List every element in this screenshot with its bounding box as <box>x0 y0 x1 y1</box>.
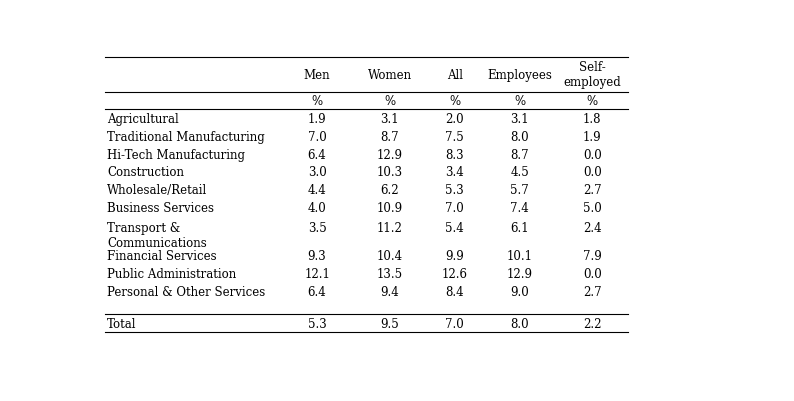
Text: 12.6: 12.6 <box>441 267 468 280</box>
Text: 8.7: 8.7 <box>380 130 399 143</box>
Text: 8.4: 8.4 <box>445 285 464 298</box>
Text: Public Administration: Public Administration <box>107 267 237 280</box>
Text: 2.7: 2.7 <box>583 184 602 197</box>
Text: 2.0: 2.0 <box>445 112 464 125</box>
Text: Construction: Construction <box>107 166 184 179</box>
Text: 0.0: 0.0 <box>583 267 602 280</box>
Text: 1.8: 1.8 <box>583 112 601 125</box>
Text: Self-
employed: Self- employed <box>563 61 621 89</box>
Text: 4.5: 4.5 <box>511 166 529 179</box>
Text: 10.9: 10.9 <box>376 202 403 215</box>
Text: Men: Men <box>304 69 330 82</box>
Text: 10.1: 10.1 <box>507 249 533 262</box>
Text: 10.4: 10.4 <box>376 249 403 262</box>
Text: 7.0: 7.0 <box>445 317 464 330</box>
Text: Financial Services: Financial Services <box>107 249 217 262</box>
Text: 8.3: 8.3 <box>445 148 464 161</box>
Text: %: % <box>449 95 461 108</box>
Text: Personal & Other Services: Personal & Other Services <box>107 285 265 298</box>
Text: 4.4: 4.4 <box>308 184 326 197</box>
Text: Wholesale/Retail: Wholesale/Retail <box>107 184 207 197</box>
Text: 3.5: 3.5 <box>308 221 326 234</box>
Text: Traditional Manufacturing: Traditional Manufacturing <box>107 130 265 143</box>
Text: Agricultural: Agricultural <box>107 112 179 125</box>
Text: Employees: Employees <box>487 69 552 82</box>
Text: 8.7: 8.7 <box>511 148 529 161</box>
Text: 9.0: 9.0 <box>511 285 529 298</box>
Text: 3.0: 3.0 <box>308 166 326 179</box>
Text: 12.9: 12.9 <box>376 148 403 161</box>
Text: 0.0: 0.0 <box>583 148 602 161</box>
Text: All: All <box>446 69 463 82</box>
Text: 12.1: 12.1 <box>304 267 330 280</box>
Text: 4.0: 4.0 <box>308 202 326 215</box>
Text: 9.5: 9.5 <box>380 317 399 330</box>
Text: 7.5: 7.5 <box>445 130 464 143</box>
Text: Business Services: Business Services <box>107 202 214 215</box>
Text: 3.1: 3.1 <box>380 112 399 125</box>
Text: 6.4: 6.4 <box>308 285 326 298</box>
Text: 8.0: 8.0 <box>511 130 529 143</box>
Text: 10.3: 10.3 <box>376 166 403 179</box>
Text: %: % <box>311 95 322 108</box>
Text: %: % <box>587 95 598 108</box>
Text: 5.7: 5.7 <box>511 184 529 197</box>
Text: 6.4: 6.4 <box>308 148 326 161</box>
Text: Women: Women <box>368 69 412 82</box>
Text: 12.9: 12.9 <box>507 267 533 280</box>
Text: 7.0: 7.0 <box>308 130 326 143</box>
Text: Transport &
Communications: Transport & Communications <box>107 221 207 249</box>
Text: 1.9: 1.9 <box>308 112 326 125</box>
Text: Hi-Tech Manufacturing: Hi-Tech Manufacturing <box>107 148 245 161</box>
Text: %: % <box>514 95 525 108</box>
Text: Total: Total <box>107 317 137 330</box>
Text: 7.4: 7.4 <box>511 202 529 215</box>
Text: 2.7: 2.7 <box>583 285 602 298</box>
Text: 1.9: 1.9 <box>583 130 602 143</box>
Text: 5.4: 5.4 <box>445 221 464 234</box>
Text: 7.0: 7.0 <box>445 202 464 215</box>
Text: 6.2: 6.2 <box>380 184 399 197</box>
Text: %: % <box>384 95 395 108</box>
Text: 5.3: 5.3 <box>445 184 464 197</box>
Text: 6.1: 6.1 <box>511 221 529 234</box>
Text: 13.5: 13.5 <box>376 267 403 280</box>
Text: 9.9: 9.9 <box>445 249 464 262</box>
Text: 11.2: 11.2 <box>377 221 403 234</box>
Text: 3.4: 3.4 <box>445 166 464 179</box>
Text: 7.9: 7.9 <box>583 249 602 262</box>
Text: 9.3: 9.3 <box>308 249 326 262</box>
Text: 8.0: 8.0 <box>511 317 529 330</box>
Text: 2.2: 2.2 <box>583 317 601 330</box>
Text: 9.4: 9.4 <box>380 285 399 298</box>
Text: 0.0: 0.0 <box>583 166 602 179</box>
Text: 3.1: 3.1 <box>511 112 529 125</box>
Text: 5.3: 5.3 <box>308 317 326 330</box>
Text: 2.4: 2.4 <box>583 221 602 234</box>
Text: 5.0: 5.0 <box>583 202 602 215</box>
